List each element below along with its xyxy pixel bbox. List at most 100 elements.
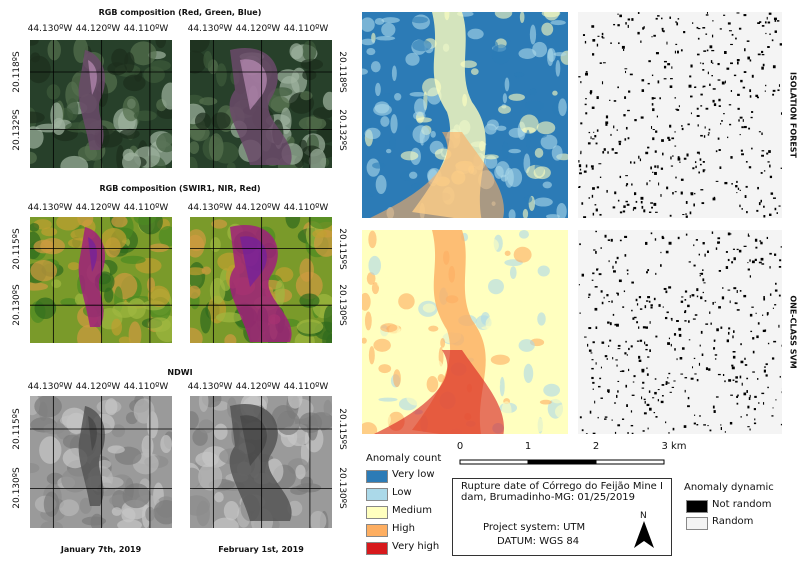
texture [588, 294, 590, 296]
texture [707, 50, 709, 52]
texture [696, 288, 698, 291]
texture [671, 66, 672, 68]
texture [486, 239, 499, 252]
texture [216, 312, 243, 322]
scale-label: 1 [525, 441, 531, 452]
texture [662, 30, 663, 32]
texture [693, 318, 696, 319]
texture [767, 237, 768, 239]
texture [646, 326, 649, 328]
texture [473, 271, 487, 280]
texture [651, 304, 653, 306]
texture [378, 364, 391, 373]
texture [763, 206, 765, 208]
texture [703, 242, 705, 244]
texture [650, 307, 652, 309]
texture [708, 72, 709, 75]
texture [671, 165, 673, 166]
texture [748, 269, 750, 271]
texture [655, 238, 656, 240]
texture [625, 341, 626, 343]
lon-label: 44.130ºW [188, 24, 233, 34]
lon-label: 44.130ºW [28, 203, 73, 213]
texture [299, 293, 319, 307]
texture [368, 231, 376, 249]
texture [769, 266, 770, 268]
texture [634, 317, 637, 318]
texture [684, 320, 686, 321]
texture [647, 296, 650, 298]
texture [214, 492, 224, 502]
texture [671, 137, 674, 139]
texture [581, 202, 583, 204]
texture [743, 119, 744, 122]
texture [631, 282, 634, 284]
texture [744, 358, 745, 360]
texture [689, 339, 690, 340]
texture [747, 40, 750, 41]
lon-label: 44.130ºW [188, 382, 233, 392]
texture [148, 317, 171, 332]
texture [631, 310, 632, 312]
texture [781, 246, 782, 247]
texture [726, 251, 728, 253]
texture [751, 307, 753, 308]
texture [214, 424, 228, 440]
texture [628, 369, 629, 371]
texture [664, 288, 667, 290]
texture [754, 418, 755, 420]
texture [774, 254, 776, 256]
texture [199, 97, 217, 105]
texture [599, 378, 601, 379]
texture [582, 274, 584, 277]
texture [716, 396, 719, 397]
texture [588, 197, 590, 198]
texture [381, 17, 399, 23]
texture [579, 284, 580, 285]
texture [665, 421, 666, 423]
texture [592, 138, 595, 139]
texture [624, 236, 627, 238]
texture [755, 259, 757, 261]
texture [615, 152, 618, 154]
texture [613, 24, 615, 25]
texture [711, 50, 714, 51]
texture [643, 209, 645, 212]
texture [740, 190, 741, 191]
texture [491, 355, 510, 365]
texture [579, 172, 582, 174]
texture [754, 408, 756, 410]
texture [617, 424, 620, 426]
texture [589, 350, 592, 352]
texture [727, 137, 728, 138]
texture [523, 239, 529, 244]
texture [554, 327, 562, 339]
texture [210, 278, 226, 304]
projection: Project system: UTM [483, 522, 585, 533]
texture [771, 415, 773, 416]
texture [720, 123, 721, 125]
texture [664, 66, 666, 69]
texture [700, 94, 702, 96]
texture [503, 93, 507, 103]
texture [669, 338, 670, 340]
texture [710, 45, 713, 48]
texture [777, 89, 779, 91]
texture [592, 39, 595, 42]
texture [693, 244, 694, 246]
texture [740, 376, 742, 379]
texture [694, 373, 696, 374]
texture [672, 155, 673, 157]
texture [398, 293, 415, 309]
texture [759, 202, 761, 205]
texture [382, 270, 399, 278]
texture [590, 411, 592, 414]
satellite-image [190, 217, 332, 343]
texture [121, 256, 146, 264]
texture [638, 156, 639, 159]
texture [302, 41, 316, 61]
texture [645, 349, 647, 350]
texture [541, 23, 553, 36]
texture [737, 249, 739, 250]
texture [739, 205, 740, 207]
